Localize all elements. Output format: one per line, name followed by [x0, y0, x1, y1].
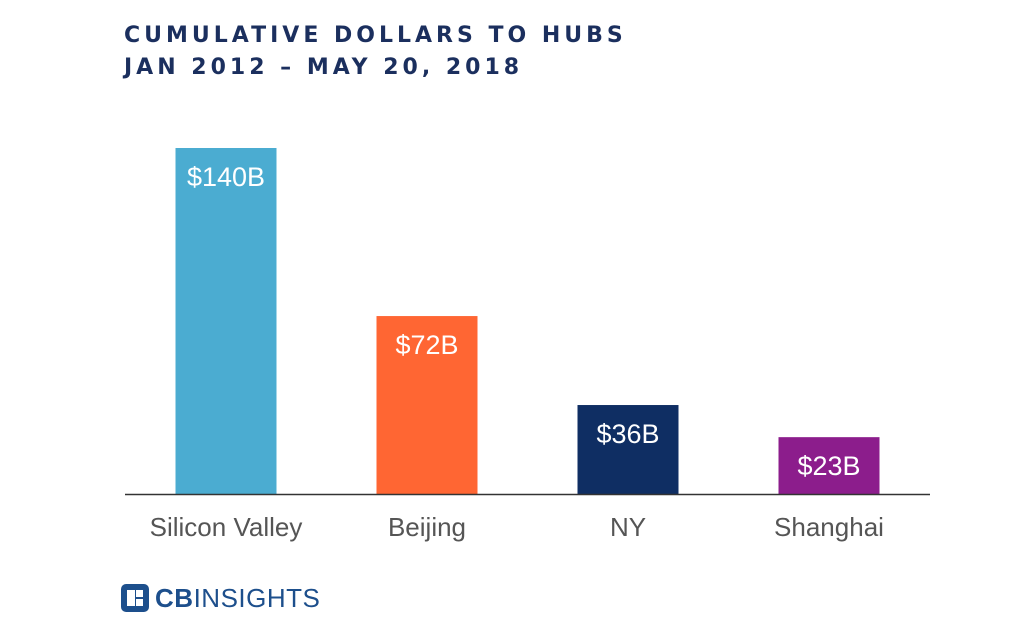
data-label: $140B: [187, 162, 265, 192]
chart-subtitle: JAN 2012 – MAY 20, 2018: [124, 55, 524, 80]
logo-brand-text: CB: [155, 583, 194, 613]
bar-shanghai: [778, 437, 880, 494]
cb-insights-logo: CBINSIGHTS: [121, 583, 320, 613]
bar-beijing: [376, 316, 478, 494]
data-label: $36B: [596, 419, 659, 449]
category-label: Shanghai: [774, 512, 884, 542]
logo-wordmark: CBINSIGHTS: [155, 583, 320, 613]
chart-title: CUMULATIVE DOLLARS TO HUBS: [124, 23, 627, 48]
category-label: Silicon Valley: [150, 512, 303, 542]
bar-silicon-valley: [175, 148, 277, 494]
logo-rest-text: INSIGHTS: [193, 583, 321, 613]
category-label: NY: [610, 512, 646, 542]
data-label: $23B: [797, 451, 860, 481]
cb-insights-logo-icon: [121, 584, 149, 612]
bar-ny: [577, 405, 679, 494]
chart-title-block: CUMULATIVE DOLLARS TO HUBS JAN 2012 – MA…: [124, 20, 627, 84]
data-label: $72B: [395, 330, 458, 360]
category-label: Beijing: [388, 512, 466, 542]
